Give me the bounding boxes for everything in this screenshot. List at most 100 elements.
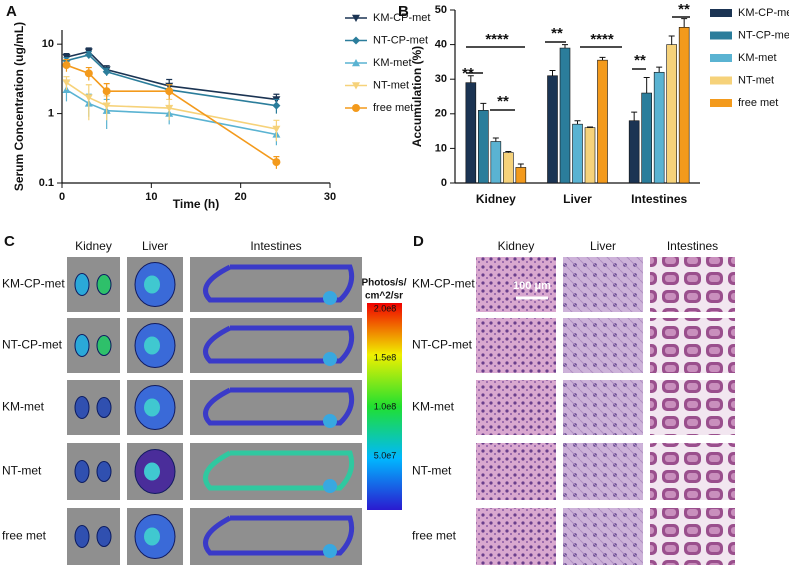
organ-signal — [323, 352, 337, 366]
data-point — [102, 102, 111, 110]
histology-image — [476, 257, 556, 312]
organ-signal — [203, 450, 355, 491]
image-panels — [67, 257, 735, 565]
significance-label: **** — [485, 31, 509, 48]
significance-label: ** — [634, 52, 646, 69]
legend-swatch — [710, 9, 732, 17]
row-label: free met — [2, 529, 47, 543]
y-tick-label: 1 — [48, 107, 54, 119]
panel-label: B — [398, 3, 409, 20]
panel-label: D — [413, 233, 424, 250]
organ-signal — [323, 479, 337, 493]
significance-label: ** — [551, 25, 563, 42]
series-line — [66, 54, 277, 107]
organ-signal — [323, 291, 337, 305]
column-label: Kidney — [75, 239, 112, 253]
row-label: KM-met — [412, 400, 455, 414]
y-tick-label: 50 — [435, 4, 447, 16]
data-point — [102, 67, 111, 76]
error-bar — [517, 163, 524, 168]
row-label: NT-met — [2, 464, 42, 478]
error-bar — [492, 137, 499, 142]
column-label: Liver — [590, 239, 616, 253]
histology-image — [476, 380, 556, 435]
organ-signal — [96, 397, 112, 418]
colorbar-tick-label: 5.0e7 — [374, 450, 397, 460]
bar — [547, 75, 558, 184]
data-point — [102, 87, 111, 96]
histology-image — [650, 257, 735, 312]
error-bar — [480, 102, 487, 111]
histology-image — [563, 318, 643, 373]
legend-marker — [352, 104, 360, 112]
error-bar — [643, 76, 650, 94]
data-point — [84, 69, 93, 78]
bar — [490, 141, 502, 184]
legend-label: KM-CP-met — [738, 7, 789, 19]
colorbar — [367, 303, 402, 510]
histology-image — [650, 508, 735, 565]
organ-signal — [144, 462, 160, 481]
error-bar — [599, 56, 606, 61]
histology-image — [563, 443, 643, 500]
panel-label: C — [4, 233, 15, 250]
organ-signal — [96, 461, 112, 482]
x-tick-label: Intestines — [631, 192, 687, 206]
legend-marker — [352, 82, 360, 90]
organ-signal — [74, 396, 90, 419]
row-label: NT-CP-met — [2, 338, 63, 352]
histology-image — [650, 318, 735, 373]
bar — [559, 47, 571, 184]
histology-image — [563, 508, 643, 565]
error-bar — [549, 70, 556, 76]
error-bar — [631, 111, 638, 121]
histology-image — [650, 380, 735, 435]
data-point — [272, 158, 281, 167]
bar — [678, 26, 690, 184]
organ-signal — [74, 525, 90, 548]
column-label: Liver — [142, 239, 168, 253]
organ-signal — [203, 264, 355, 303]
histology-image — [563, 257, 643, 312]
scale-bar-label: 100 μm — [513, 280, 551, 292]
error-bar — [505, 151, 512, 153]
organ-signal — [203, 325, 355, 364]
legend-label: NT-met — [738, 74, 774, 86]
organ-signal — [144, 527, 160, 546]
x-tick-label: 30 — [324, 191, 336, 203]
column-label: Intestines — [250, 239, 301, 253]
error-bar — [85, 84, 92, 121]
histology-image — [563, 380, 643, 435]
organ-signal — [74, 334, 90, 357]
data-point — [62, 79, 71, 87]
x-axis-label: Time (h) — [173, 197, 219, 211]
organ-signal — [323, 414, 337, 428]
error-bar — [668, 35, 675, 45]
bar — [515, 167, 527, 184]
bar — [478, 110, 489, 184]
organ-signal — [144, 398, 160, 417]
row-label: KM-CP-met — [412, 277, 475, 291]
row-label: NT-met — [412, 464, 452, 478]
series-line — [66, 89, 277, 136]
histology-image — [476, 508, 556, 565]
x-tick-label: Liver — [563, 192, 592, 206]
error-bar — [587, 126, 593, 128]
data-point — [84, 50, 93, 59]
error-bar — [562, 44, 568, 49]
row-label: NT-CP-met — [412, 338, 473, 352]
legend-label: KM-met — [738, 52, 777, 64]
x-tick-label: 10 — [145, 191, 157, 203]
legend-marker — [352, 14, 360, 22]
legend-label: free met — [738, 97, 778, 109]
significance-label: **** — [590, 31, 614, 48]
error-bar — [574, 120, 581, 125]
significance-label: ** — [678, 1, 690, 18]
bar — [572, 123, 583, 184]
column-label: Intestines — [667, 239, 718, 253]
y-tick-label: 20 — [435, 108, 447, 120]
y-tick-label: 0.1 — [39, 177, 54, 189]
organ-signal — [96, 335, 112, 356]
error-bar — [467, 75, 474, 83]
